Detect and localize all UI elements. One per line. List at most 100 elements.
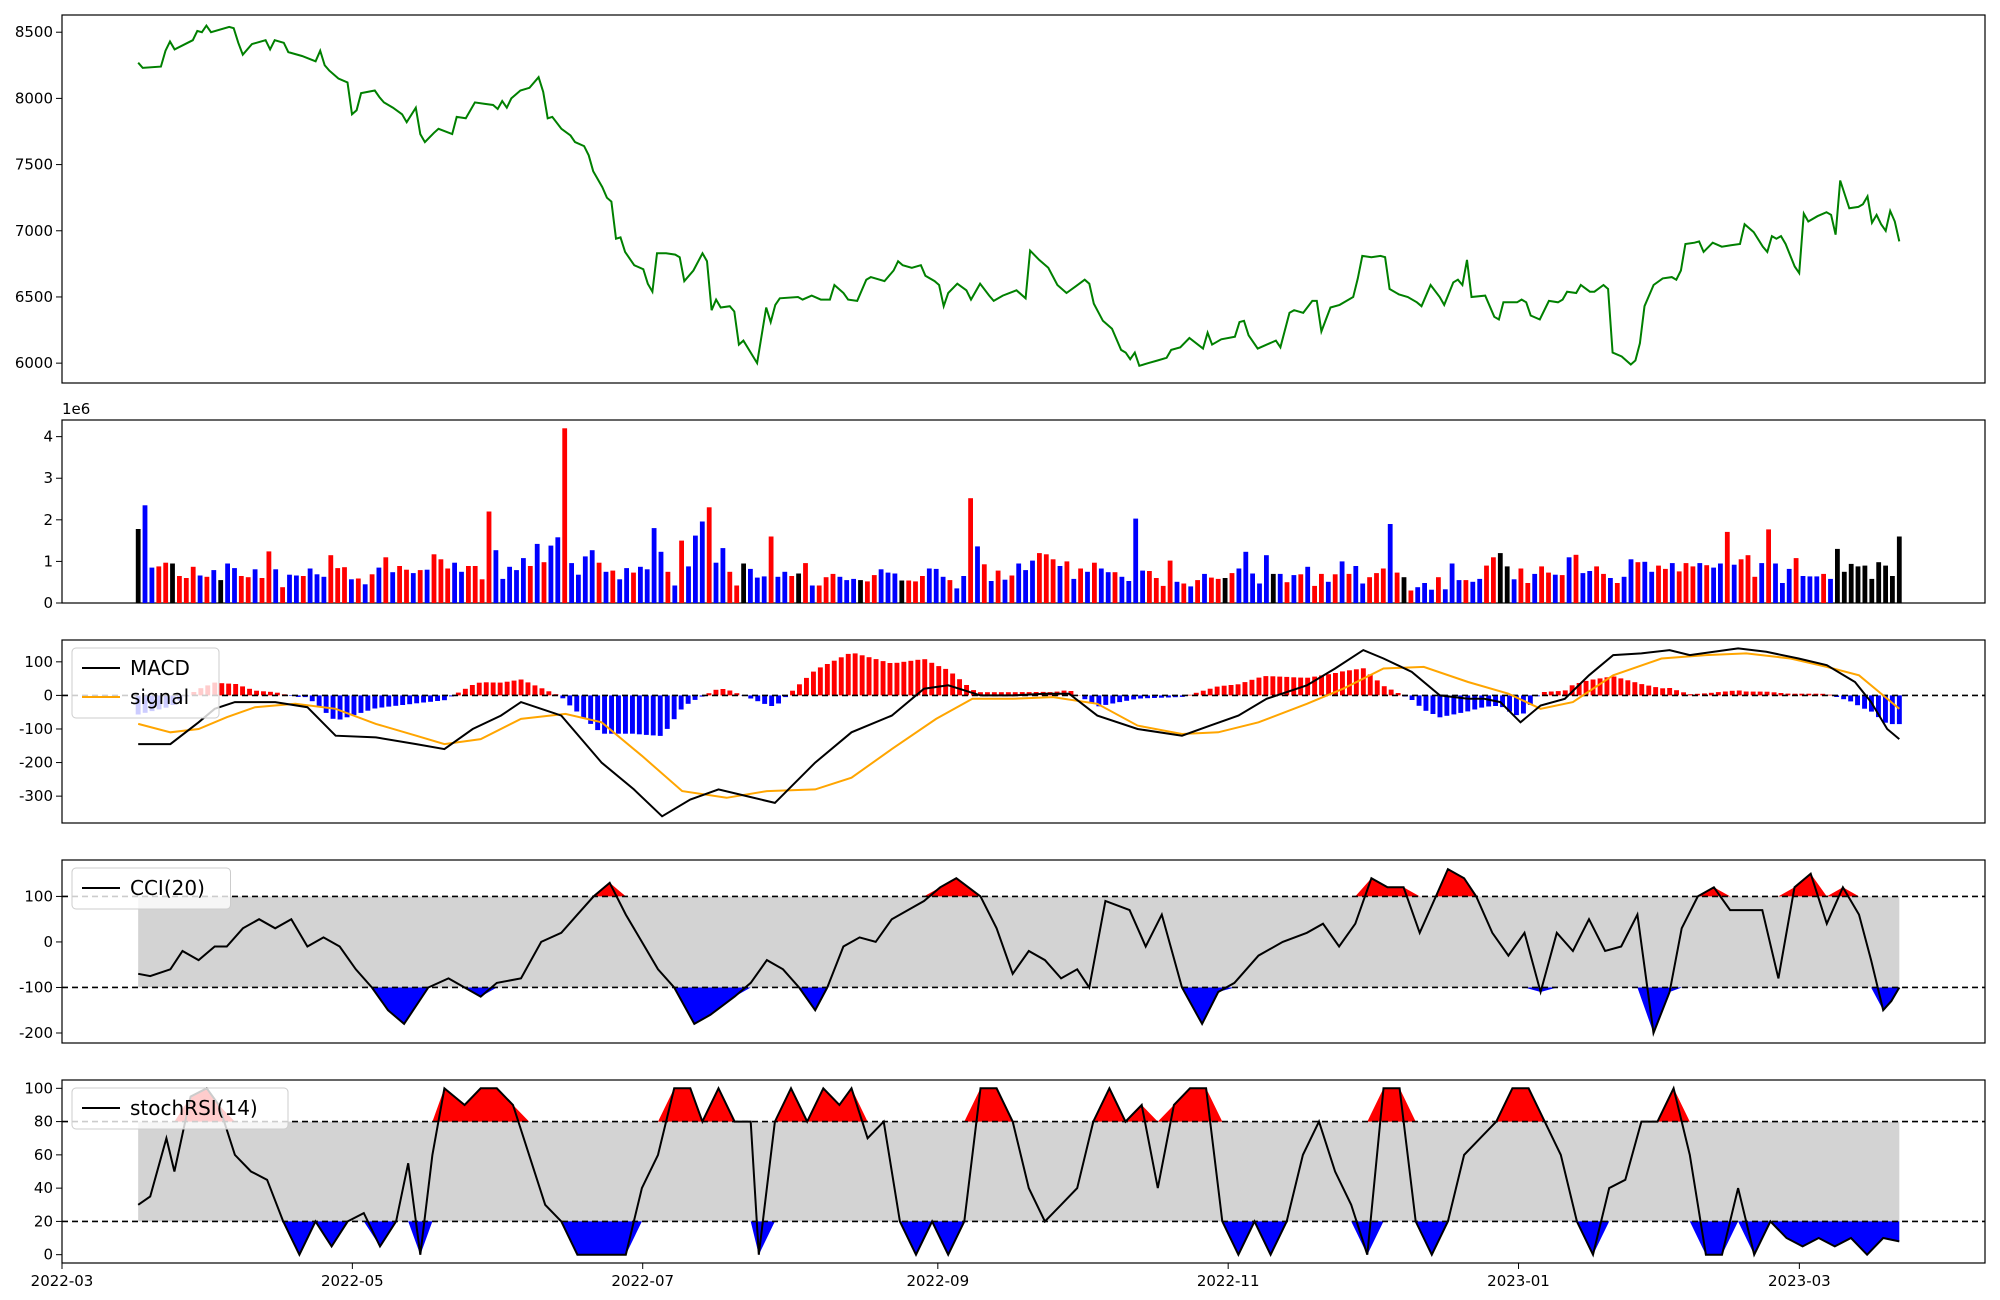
volume-bar [1738, 559, 1744, 603]
volume-bar [1442, 589, 1448, 603]
volume-bar [734, 585, 740, 603]
volume-bar [1236, 568, 1242, 603]
macd-histogram-bar [1082, 695, 1088, 700]
volume-bar [1718, 563, 1723, 603]
volume-bar [1552, 574, 1558, 603]
volume-bar [1181, 583, 1187, 603]
volume-bar [1360, 583, 1366, 603]
volume-bar [617, 579, 623, 603]
macd-histogram-bar [1771, 692, 1777, 696]
volume-bar [1264, 555, 1269, 603]
volume-bar [631, 572, 636, 603]
macd-histogram-bar [1270, 676, 1276, 696]
volume-bar [197, 575, 203, 603]
macd-histogram-bar [978, 692, 983, 696]
macd-histogram-bar [1667, 688, 1673, 696]
volume-bar [878, 569, 884, 603]
stochrsi-overbought-fill [138, 1088, 1900, 1122]
macd-histogram-bar [998, 692, 1004, 696]
macd-histogram-bar [254, 690, 259, 696]
y-tick-label: -200 [19, 1024, 53, 1042]
macd-histogram-bar [692, 695, 698, 700]
volume-bar [1064, 561, 1070, 603]
macd-histogram-bar [671, 695, 677, 720]
volume-bar [472, 566, 478, 603]
macd-histogram-bar [539, 688, 545, 696]
volume-bar [1711, 567, 1716, 603]
volume-bar [294, 575, 299, 603]
macd-histogram-bar [462, 688, 468, 696]
cci-line [138, 867, 1901, 1037]
macd-histogram-bar [1388, 689, 1394, 696]
volume-bar [1092, 562, 1097, 603]
macd-histogram-bar [1785, 693, 1791, 696]
stochrsi-band [138, 1121, 1900, 1222]
volume-bar [259, 578, 265, 603]
macd-histogram-bar [1743, 691, 1749, 696]
volume-bar [424, 569, 430, 603]
macd-histogram-bar [1764, 691, 1770, 696]
macd-histogram-bar [567, 695, 573, 706]
macd-histogram-bar [421, 695, 426, 703]
macd-histogram-bar [616, 695, 621, 734]
volume-bar [1291, 575, 1297, 603]
y-tick-label: -100 [19, 978, 53, 996]
volume-bar [1594, 566, 1599, 603]
volume-bar [1209, 577, 1214, 603]
macd-histogram-bar [678, 695, 684, 710]
volume-bar [1332, 574, 1338, 603]
macd-histogram-bar [776, 695, 781, 704]
volume-bar [149, 567, 155, 603]
volume-bar [1745, 555, 1751, 603]
macd-histogram-bar [358, 695, 364, 713]
macd-histogram-bar [1702, 693, 1707, 696]
y-tick-label: 2 [43, 511, 53, 529]
volume-bar [1697, 563, 1703, 603]
axes-frame-cci [61, 859, 1986, 1044]
macd-histogram-bar [323, 695, 329, 713]
volume-bar [1504, 566, 1510, 603]
legend-label: signal [130, 685, 189, 709]
macd-histogram-bar [1527, 695, 1533, 705]
volume-bar [177, 576, 182, 603]
volume-bar [789, 576, 795, 603]
volume-bar [1050, 559, 1056, 603]
volume-bar [500, 578, 506, 603]
volume-bar [541, 562, 547, 603]
macd-histogram-bar [1688, 694, 1693, 696]
volume-bar [1436, 577, 1441, 603]
macd-histogram-bar [991, 692, 997, 696]
macd-histogram-bar [1263, 676, 1269, 696]
volume-bar [507, 566, 512, 603]
macd-histogram-bar [1214, 686, 1220, 696]
stochrsi-oversold-fill [138, 1221, 1900, 1255]
x-tick-label: 2022-09 [906, 1272, 969, 1290]
volume-bar [376, 567, 382, 603]
volume-bar [493, 550, 499, 603]
macd-histogram-bar [609, 695, 614, 734]
macd-histogram-bar [1625, 680, 1631, 696]
macd-histogram-bar [1333, 673, 1338, 696]
volume-bar [514, 570, 519, 603]
y-tick-label: -200 [19, 754, 53, 772]
volume-bar [307, 568, 313, 603]
macd-histogram-bar [1096, 695, 1102, 707]
volume-bar [1497, 553, 1503, 603]
stochrsi-panel: 0 20 40 60 80 100 stochRSI(14) 2022-03 2022-05 20… [24, 1079, 1986, 1290]
cci-overbought-fill [138, 869, 1900, 897]
macd-histogram-bar [630, 695, 635, 734]
volume-bar [431, 554, 437, 603]
volume-bar [686, 566, 691, 603]
macd-histogram-bar [1305, 677, 1311, 696]
volume-bar [1257, 583, 1262, 603]
volume-bar [1043, 554, 1049, 603]
volume-bar [417, 570, 423, 603]
macd-histogram-bar [1416, 695, 1422, 706]
volume-bar [1828, 578, 1833, 603]
macd-histogram-bar [643, 695, 649, 735]
macd-histogram-bar [1103, 695, 1109, 705]
volume-bar [232, 568, 237, 603]
volume-bar [1270, 573, 1276, 603]
macd-histogram-bar [407, 695, 413, 705]
macd-line [138, 647, 1900, 818]
